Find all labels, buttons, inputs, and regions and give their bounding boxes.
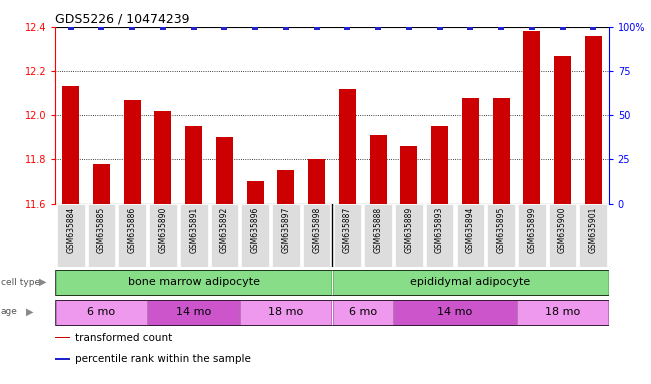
- Text: ▶: ▶: [26, 307, 34, 317]
- FancyBboxPatch shape: [57, 204, 85, 267]
- Point: [219, 24, 230, 30]
- Text: GSM635894: GSM635894: [466, 207, 475, 253]
- Bar: [56, 300, 147, 324]
- Bar: [93, 164, 110, 204]
- Bar: [308, 159, 325, 204]
- Bar: [517, 300, 608, 324]
- Text: age: age: [1, 307, 18, 316]
- Bar: [56, 270, 331, 295]
- Point: [281, 24, 291, 30]
- FancyBboxPatch shape: [426, 204, 454, 267]
- FancyBboxPatch shape: [88, 204, 115, 267]
- Point: [250, 24, 260, 30]
- Point: [434, 24, 445, 30]
- FancyBboxPatch shape: [210, 204, 238, 267]
- FancyBboxPatch shape: [118, 204, 146, 267]
- Text: 14 mo: 14 mo: [437, 307, 473, 317]
- Bar: [62, 86, 79, 204]
- Text: percentile rank within the sample: percentile rank within the sample: [75, 354, 251, 364]
- Bar: [493, 98, 510, 204]
- Point: [496, 24, 506, 30]
- Text: 18 mo: 18 mo: [545, 307, 580, 317]
- FancyBboxPatch shape: [180, 204, 208, 267]
- Text: GSM635884: GSM635884: [66, 207, 76, 253]
- Bar: [585, 36, 602, 204]
- Bar: [462, 98, 478, 204]
- FancyBboxPatch shape: [518, 204, 546, 267]
- Bar: [523, 31, 540, 204]
- Text: GSM635895: GSM635895: [497, 207, 506, 253]
- Bar: [55, 358, 70, 359]
- Bar: [277, 170, 294, 204]
- Text: GSM635887: GSM635887: [343, 207, 352, 253]
- FancyBboxPatch shape: [272, 204, 299, 267]
- FancyBboxPatch shape: [579, 204, 607, 267]
- Text: GSM635896: GSM635896: [251, 207, 260, 253]
- Text: GSM635889: GSM635889: [404, 207, 413, 253]
- Bar: [333, 270, 608, 295]
- Point: [311, 24, 322, 30]
- Text: GSM635886: GSM635886: [128, 207, 137, 253]
- Point: [373, 24, 383, 30]
- Text: GSM635897: GSM635897: [281, 207, 290, 253]
- Bar: [333, 300, 393, 324]
- Bar: [554, 56, 571, 204]
- Text: GSM635893: GSM635893: [435, 207, 444, 253]
- Text: ▶: ▶: [39, 277, 47, 287]
- Text: bone marrow adipocyte: bone marrow adipocyte: [128, 277, 260, 287]
- Point: [404, 24, 414, 30]
- Bar: [148, 300, 239, 324]
- FancyBboxPatch shape: [456, 204, 484, 267]
- FancyBboxPatch shape: [365, 204, 392, 267]
- Text: GSM635892: GSM635892: [220, 207, 229, 253]
- FancyBboxPatch shape: [242, 204, 269, 267]
- Text: GSM635891: GSM635891: [189, 207, 198, 253]
- Point: [465, 24, 475, 30]
- Point: [96, 24, 107, 30]
- Text: GSM635899: GSM635899: [527, 207, 536, 253]
- Bar: [247, 182, 264, 204]
- Bar: [240, 300, 331, 324]
- Point: [127, 24, 137, 30]
- Text: GSM635898: GSM635898: [312, 207, 321, 253]
- Bar: [55, 337, 70, 338]
- Text: GSM635900: GSM635900: [558, 207, 567, 253]
- FancyBboxPatch shape: [303, 204, 331, 267]
- Point: [189, 24, 199, 30]
- Text: GSM635901: GSM635901: [589, 207, 598, 253]
- Text: GSM635885: GSM635885: [97, 207, 106, 253]
- Bar: [154, 111, 171, 204]
- Bar: [431, 126, 448, 204]
- Point: [342, 24, 353, 30]
- Point: [527, 24, 537, 30]
- Bar: [400, 146, 417, 204]
- Text: 6 mo: 6 mo: [349, 307, 377, 317]
- FancyBboxPatch shape: [149, 204, 177, 267]
- Text: GSM635888: GSM635888: [374, 207, 383, 253]
- Point: [588, 24, 598, 30]
- FancyBboxPatch shape: [333, 204, 361, 267]
- Bar: [216, 137, 233, 204]
- Point: [66, 24, 76, 30]
- Text: epididymal adipocyte: epididymal adipocyte: [410, 277, 531, 287]
- Point: [158, 24, 168, 30]
- FancyBboxPatch shape: [395, 204, 422, 267]
- Bar: [339, 89, 356, 204]
- FancyBboxPatch shape: [549, 204, 576, 267]
- Text: 18 mo: 18 mo: [268, 307, 303, 317]
- Bar: [370, 135, 387, 204]
- Point: [557, 24, 568, 30]
- Text: transformed count: transformed count: [75, 333, 172, 343]
- Text: 14 mo: 14 mo: [176, 307, 212, 317]
- Text: 6 mo: 6 mo: [87, 307, 115, 317]
- Text: cell type: cell type: [1, 278, 40, 286]
- FancyBboxPatch shape: [487, 204, 515, 267]
- Bar: [186, 126, 202, 204]
- Text: GDS5226 / 10474239: GDS5226 / 10474239: [55, 13, 189, 26]
- Text: GSM635890: GSM635890: [158, 207, 167, 253]
- Bar: [394, 300, 516, 324]
- Bar: [124, 100, 141, 204]
